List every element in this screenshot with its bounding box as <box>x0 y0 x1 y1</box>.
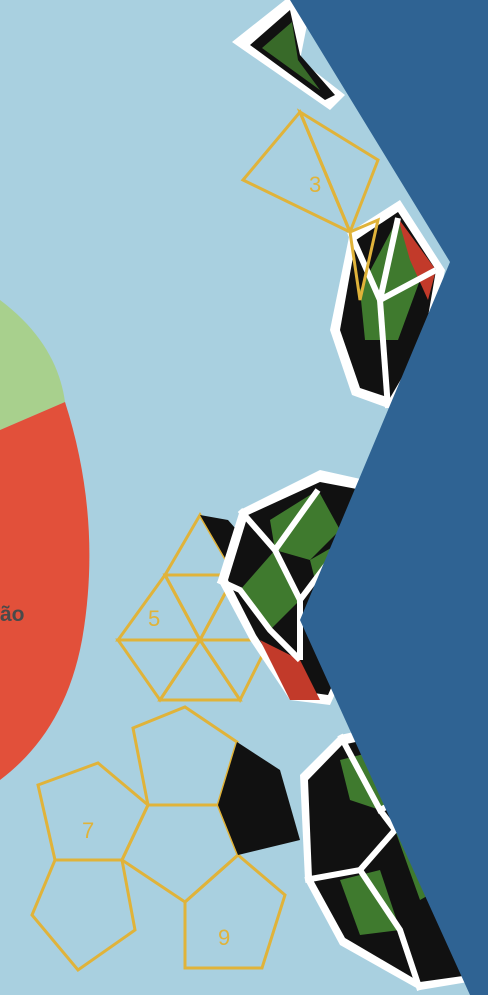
pie-fragment <box>0 300 90 780</box>
top-polyhedron <box>232 0 345 110</box>
pie-slice-red <box>0 402 90 780</box>
net-number-9: 9 <box>218 925 230 950</box>
net-number-3: 3 <box>309 172 321 197</box>
net-number-7: 7 <box>82 818 94 843</box>
net-number-5: 5 <box>148 606 160 631</box>
blue-chevron-panel <box>290 0 488 995</box>
pie-slice-label: ão <box>0 603 25 626</box>
net-black-pentagon <box>218 742 300 855</box>
pie-slice-green <box>0 300 65 430</box>
net-3-triangles <box>240 108 380 237</box>
